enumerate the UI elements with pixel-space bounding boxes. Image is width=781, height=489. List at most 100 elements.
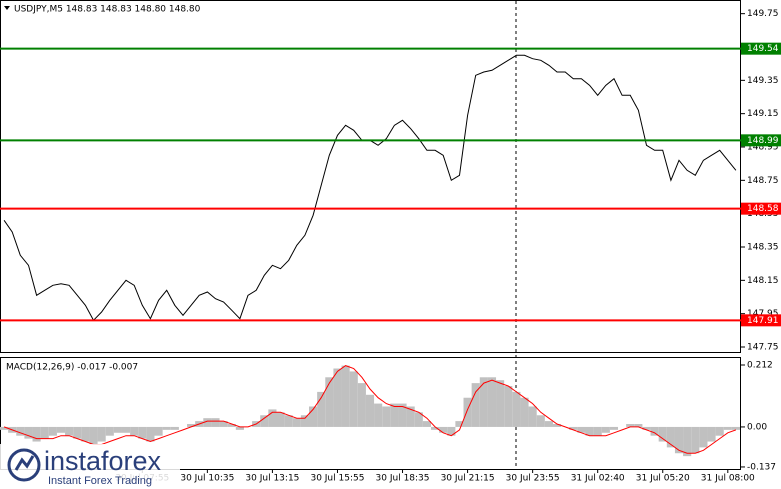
macd-bar — [674, 426, 684, 454]
macd-bar — [512, 391, 521, 427]
price-panel — [0, 0, 741, 353]
y-tick-label: 147.75 — [747, 343, 779, 353]
macd-bar — [430, 426, 440, 430]
macd-bar — [715, 426, 724, 436]
macd-bar — [357, 383, 366, 427]
macd-bar — [333, 368, 342, 427]
macd-bar — [691, 426, 700, 454]
macd-bar — [203, 418, 212, 427]
y-tick-label: 148.15 — [747, 276, 779, 286]
y-tick-label: 149.75 — [747, 9, 779, 19]
macd-bar — [341, 365, 350, 427]
macd-bar — [268, 409, 277, 427]
macd-bar — [300, 415, 310, 427]
macd-bar — [219, 421, 228, 427]
macd-bar — [504, 386, 513, 427]
macd-bar — [455, 421, 464, 427]
macd-bar — [414, 412, 423, 427]
level-label: 148.99 — [747, 136, 779, 146]
level-label-bg — [741, 134, 781, 147]
macd-bar — [731, 426, 740, 430]
macd-bar — [520, 397, 529, 427]
macd-bar — [658, 426, 667, 442]
macd-bar — [105, 426, 114, 436]
macd-bar — [528, 406, 537, 427]
level-label: 149.54 — [747, 44, 779, 54]
level-label: 148.58 — [747, 204, 779, 214]
macd-bar — [170, 426, 179, 430]
macd-bar — [32, 426, 41, 442]
logo-mark — [14, 455, 35, 471]
macd-bar — [130, 426, 139, 436]
y-tick-label: 147.95 — [747, 309, 779, 319]
level-label-bg — [741, 314, 781, 327]
macd-bar — [97, 426, 106, 442]
macd-bar — [626, 424, 635, 427]
macd-bar — [683, 426, 692, 457]
macd-bar — [585, 426, 594, 436]
x-tick-label: 30 Jul 21:15 — [441, 474, 495, 484]
y-tick-label: 0.00 — [747, 422, 767, 432]
macd-bar — [317, 391, 326, 427]
macd-bar — [374, 403, 383, 427]
macd-bar — [699, 426, 708, 448]
macd-bar — [16, 426, 25, 436]
macd-bar — [471, 383, 480, 427]
macd-bar — [544, 421, 553, 427]
macd-bar — [325, 377, 334, 427]
watermark: instaforex Instant Forex Trading — [0, 444, 180, 489]
x-tick-label: 30 Jul 15:55 — [310, 474, 364, 484]
macd-bar — [650, 426, 659, 436]
macd-bar — [479, 377, 488, 427]
macd-bar — [292, 418, 301, 427]
x-tick-label: 31 Jul 02:40 — [571, 474, 625, 484]
macd-bar — [48, 426, 57, 436]
macd-bar — [349, 371, 358, 427]
level-label-bg — [741, 42, 781, 55]
menu-arrow — [4, 6, 10, 10]
y-tick-label: 149.15 — [747, 109, 779, 119]
macd-bar — [447, 426, 456, 436]
macd-bar — [309, 406, 318, 427]
macd-bar — [382, 406, 391, 427]
macd-bar — [81, 426, 90, 442]
macd-bar — [601, 426, 610, 433]
macd-bar — [56, 426, 66, 433]
x-tick-label: 30 Jul 10:35 — [180, 474, 234, 484]
macd-bar — [723, 426, 732, 430]
macd-bar — [593, 426, 602, 436]
macd-bar — [260, 415, 269, 427]
macd-bar — [73, 426, 82, 439]
macd-bar — [0, 426, 9, 430]
macd-bar — [227, 424, 236, 427]
macd-bar — [569, 426, 578, 430]
macd-bar — [146, 426, 155, 442]
macd-bar — [707, 426, 716, 442]
x-tick-label: 31 Jul 05:20 — [636, 474, 690, 484]
macd-bar — [577, 426, 586, 433]
macd-bar — [487, 377, 497, 427]
macd-bar — [398, 403, 407, 427]
macd-bar — [211, 418, 220, 427]
y-tick-label: 149.35 — [747, 76, 779, 86]
chart-title: USDJPY,M5 148.83 148.83 148.80 148.80 — [14, 5, 201, 15]
macd-bar — [24, 426, 33, 439]
macd-bar — [284, 415, 293, 427]
macd-bar — [187, 424, 196, 427]
macd-bar — [121, 426, 131, 433]
x-tick-label: 30 Jul 13:15 — [245, 474, 299, 484]
level-label: 147.91 — [747, 316, 779, 326]
macd-bar — [642, 426, 651, 430]
macd-bar — [235, 426, 244, 430]
y-tick-label: 148.35 — [747, 243, 779, 253]
macd-bar — [154, 426, 163, 436]
macd-bar — [666, 426, 675, 448]
macd-bar — [89, 426, 98, 445]
macd-bar — [390, 403, 399, 427]
watermark-tagline: Instant Forex Trading — [48, 475, 152, 487]
macd-bar — [634, 424, 643, 427]
x-tick-label: 30 Jul 18:35 — [376, 474, 430, 484]
macd-bar — [276, 412, 285, 427]
y-tick-label: 0.212 — [747, 361, 773, 371]
macd-bar — [536, 415, 545, 427]
